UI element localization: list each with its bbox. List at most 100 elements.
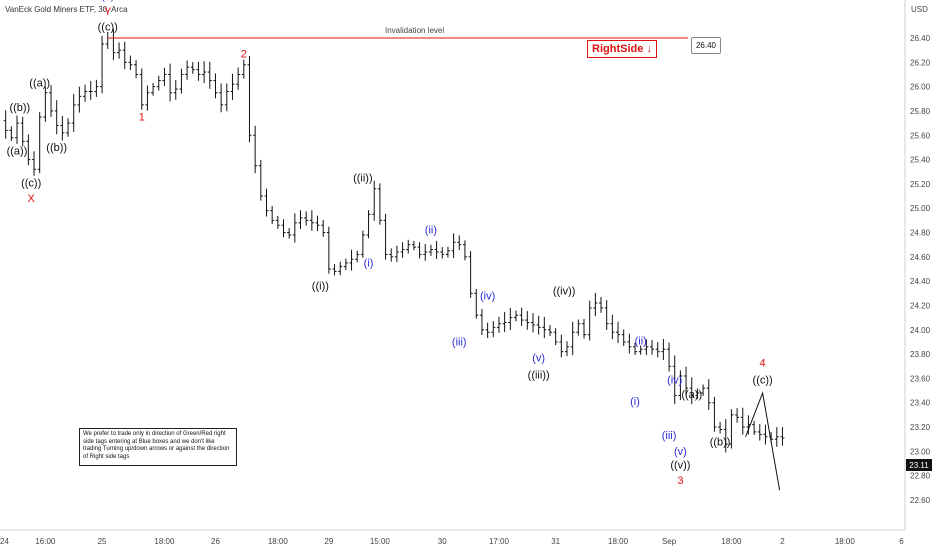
ohlc-bar bbox=[400, 242, 405, 258]
ohlc-bar bbox=[88, 81, 93, 100]
ohlc-bar bbox=[576, 319, 581, 336]
y-tick-label-19: 22.80 bbox=[910, 472, 931, 481]
ohlc-bar bbox=[122, 41, 127, 70]
wave-label: ((i)) bbox=[312, 281, 329, 293]
ohlc-bar bbox=[37, 112, 42, 174]
ohlc-bar bbox=[712, 396, 717, 432]
ohlc-bar bbox=[655, 342, 660, 358]
y-tick-label-7: 25.20 bbox=[910, 180, 931, 189]
ohlc-bar bbox=[411, 240, 416, 251]
ohlc-bar bbox=[496, 316, 501, 333]
ohlc-bar bbox=[151, 82, 156, 96]
ohlc-bar bbox=[49, 85, 54, 118]
ohlc-bar bbox=[479, 308, 484, 335]
ohlc-bar bbox=[338, 261, 343, 276]
ohlc-bar bbox=[117, 42, 122, 59]
ohlc-bar bbox=[599, 296, 604, 313]
ohlc-bar bbox=[264, 188, 269, 217]
y-tick-label-14: 23.80 bbox=[910, 350, 931, 359]
ohlc-bar bbox=[627, 333, 632, 354]
wave-label: ((a)) bbox=[681, 389, 702, 401]
chart-title: VanEck Gold Miners ETF, 30, Arca bbox=[5, 5, 128, 14]
ohlc-bar bbox=[434, 240, 439, 259]
invalidation-label: Invalidation level bbox=[385, 26, 444, 35]
arrow-down-icon: ↓ bbox=[646, 43, 652, 55]
ohlc-bar bbox=[60, 115, 65, 141]
x-tick-label-12: Sep bbox=[662, 537, 677, 546]
ohlc-bar bbox=[570, 321, 575, 356]
ohlc-bar bbox=[258, 159, 263, 201]
ohlc-bar bbox=[185, 60, 190, 80]
wave-label: ((a)) bbox=[7, 146, 28, 158]
ohlc-bar bbox=[349, 249, 354, 271]
ohlc-bar bbox=[457, 235, 462, 251]
y-tick-label-17: 23.20 bbox=[910, 423, 931, 432]
wave-label: X bbox=[28, 193, 36, 205]
x-tick-label-4: 26 bbox=[211, 537, 220, 546]
x-tick-label-0: 24 bbox=[0, 537, 9, 546]
ohlc-bar bbox=[100, 35, 105, 94]
rightside-tag: RightSide ↓ bbox=[587, 40, 657, 58]
ohlc-bar bbox=[513, 310, 518, 322]
y-tick-label-5: 25.60 bbox=[910, 131, 931, 140]
ohlc-bar bbox=[219, 83, 224, 113]
ohlc-bar bbox=[270, 205, 275, 225]
ohlc-bar bbox=[667, 342, 672, 372]
ohlc-bar bbox=[542, 316, 547, 339]
ohlc-bar bbox=[304, 211, 309, 226]
y-tick-label-15: 23.60 bbox=[910, 374, 931, 383]
ohlc-bar bbox=[207, 61, 212, 89]
y-tick-label-12: 24.20 bbox=[910, 301, 931, 310]
ohlc-bar bbox=[196, 61, 201, 81]
wave-label: ((b)) bbox=[46, 142, 67, 154]
ohlc-bar bbox=[604, 300, 609, 330]
ohlc-bar bbox=[462, 240, 467, 261]
ohlc-bar bbox=[423, 243, 428, 261]
ohlc-bar bbox=[644, 339, 649, 356]
wave-label: 1 bbox=[139, 112, 145, 124]
wave-label: ((b)) bbox=[710, 436, 731, 448]
ohlc-bar bbox=[559, 334, 564, 358]
ohlc-bar bbox=[377, 183, 382, 225]
ohlc-bar bbox=[406, 239, 411, 254]
ohlc-bar bbox=[372, 180, 377, 221]
ohlc-bar bbox=[54, 100, 59, 135]
x-tick-label-3: 18:00 bbox=[154, 537, 175, 546]
ohlc-bar bbox=[71, 93, 76, 132]
ohlc-bar bbox=[633, 342, 638, 355]
ohlc-bar bbox=[491, 321, 496, 338]
wave-label: ((a)) bbox=[29, 78, 50, 90]
ohlc-bar bbox=[519, 307, 524, 327]
ohlc-bar bbox=[360, 230, 365, 258]
wave-label: 4 bbox=[760, 357, 766, 369]
time-axis[interactable]: 24 16:00 25 18:00 26 18:00 29 15:00 30 17:00 31 18:… bbox=[0, 537, 904, 546]
y-tick-label-6: 25.40 bbox=[910, 156, 931, 165]
ohlc-bar bbox=[168, 63, 173, 102]
ohlc-bar bbox=[292, 213, 297, 243]
y-tick-label-20: 22.60 bbox=[910, 496, 931, 505]
ohlc-bar bbox=[128, 55, 133, 71]
wave-label: ((c)) bbox=[753, 374, 773, 386]
ohlc-bar bbox=[587, 300, 592, 341]
ohlc-bar bbox=[689, 377, 694, 405]
wave-label: (v) bbox=[674, 446, 687, 458]
x-tick-label-5: 18:00 bbox=[268, 537, 289, 546]
x-tick-label-8: 30 bbox=[438, 537, 447, 546]
ohlc-bar bbox=[672, 355, 677, 405]
ohlc-bar bbox=[173, 80, 178, 100]
last-price-tag: 23.11 bbox=[906, 459, 932, 471]
x-tick-label-2: 25 bbox=[98, 537, 107, 546]
ohlc-bar bbox=[530, 313, 535, 333]
price-axis[interactable]: 26.40 26.20 26.00 25.80 25.60 25.40 25.20 25.00… bbox=[910, 34, 931, 505]
projection-path bbox=[745, 391, 781, 491]
wave-label: (ii) bbox=[635, 335, 647, 347]
ohlc-bar bbox=[213, 73, 218, 99]
y-tick-label-9: 24.80 bbox=[910, 229, 931, 238]
wave-label: (iii) bbox=[662, 430, 677, 442]
ohlc-bar bbox=[610, 314, 615, 340]
ohlc-bar bbox=[593, 292, 598, 317]
ohlc-bar bbox=[780, 427, 785, 446]
invalidation-price-callout: 26.40 bbox=[691, 37, 721, 54]
ohlc-bar bbox=[774, 427, 779, 447]
currency-label: USD bbox=[911, 5, 928, 14]
